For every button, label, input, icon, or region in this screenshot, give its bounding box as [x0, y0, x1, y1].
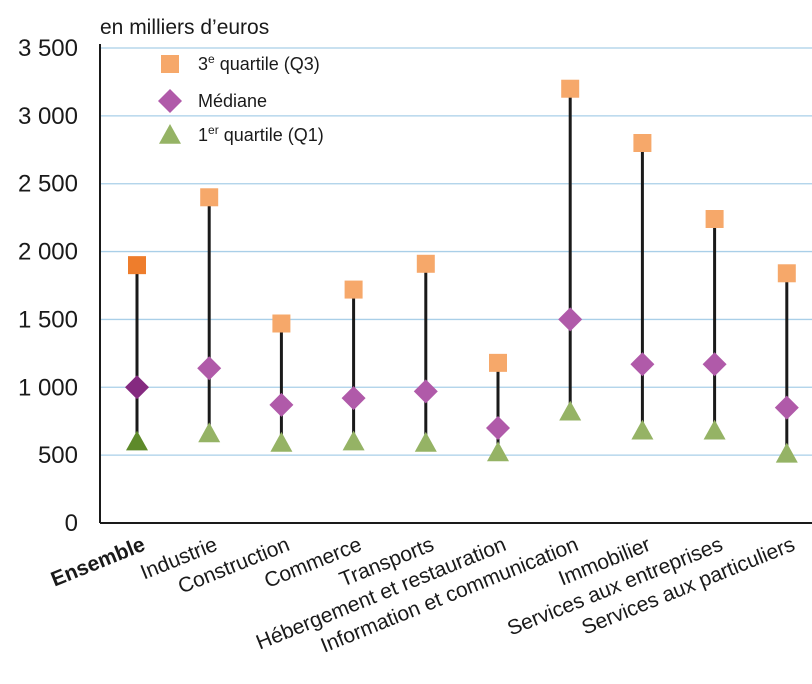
y-tick-label: 3 000 — [18, 103, 78, 130]
legend-median-swatch — [158, 89, 182, 113]
category-label: Ensemble — [48, 533, 149, 591]
y-tick-label: 3 500 — [18, 35, 78, 62]
median-marker — [413, 379, 438, 404]
median-marker — [702, 352, 727, 377]
median-marker — [341, 386, 366, 411]
median-marker — [774, 395, 799, 420]
q3-marker — [344, 280, 363, 299]
q3-marker — [489, 353, 507, 372]
q1-marker — [631, 419, 654, 440]
q1-marker — [270, 431, 293, 452]
median-marker — [558, 307, 583, 332]
y-tick-label: 2 000 — [18, 239, 78, 266]
y-tick-label: 0 — [65, 510, 78, 537]
q1-marker — [775, 442, 798, 463]
legend: 3e quartile (Q3) Médiane 1er quartile (Q1) — [158, 52, 324, 145]
markers — [125, 79, 799, 463]
legend-q3-swatch — [161, 55, 179, 73]
median-marker — [125, 375, 149, 400]
q3-marker — [561, 79, 580, 98]
q3-marker — [272, 314, 291, 333]
legend-q1-swatch — [159, 124, 181, 144]
q3-marker — [705, 210, 724, 228]
median-marker — [197, 356, 222, 381]
y-tick-label: 1 500 — [18, 306, 78, 333]
q1-marker — [414, 431, 437, 452]
q3-marker — [416, 254, 435, 273]
q3-marker — [128, 256, 146, 275]
q1-marker — [487, 441, 509, 462]
legend-label: Médiane — [198, 91, 267, 111]
q3-marker — [200, 188, 219, 207]
y-tick-labels: 0 500 1 000 1 500 2 000 2 500 3 000 3 500 — [18, 35, 78, 537]
gridlines — [100, 47, 812, 456]
q1-marker — [342, 430, 365, 451]
legend-label: 1er quartile (Q1) — [198, 123, 324, 145]
legend-label: 3e quartile (Q3) — [198, 52, 320, 74]
axes — [99, 44, 812, 524]
y-tick-label: 500 — [38, 442, 78, 469]
category-labels: EnsembleIndustrieConstructionCommerceTra… — [48, 533, 798, 658]
q1-marker — [703, 419, 726, 440]
q1-marker — [126, 430, 148, 451]
median-marker — [486, 416, 510, 440]
q3-marker — [633, 134, 652, 152]
q3-marker — [777, 264, 796, 283]
y-tick-label: 1 000 — [18, 374, 78, 401]
q1-marker — [559, 400, 582, 421]
unit-label: en milliers d’euros — [100, 16, 269, 39]
whiskers — [135, 88, 789, 454]
y-tick-label: 2 500 — [18, 171, 78, 198]
q1-marker — [198, 422, 221, 443]
median-marker — [269, 392, 294, 417]
median-marker — [630, 352, 655, 377]
